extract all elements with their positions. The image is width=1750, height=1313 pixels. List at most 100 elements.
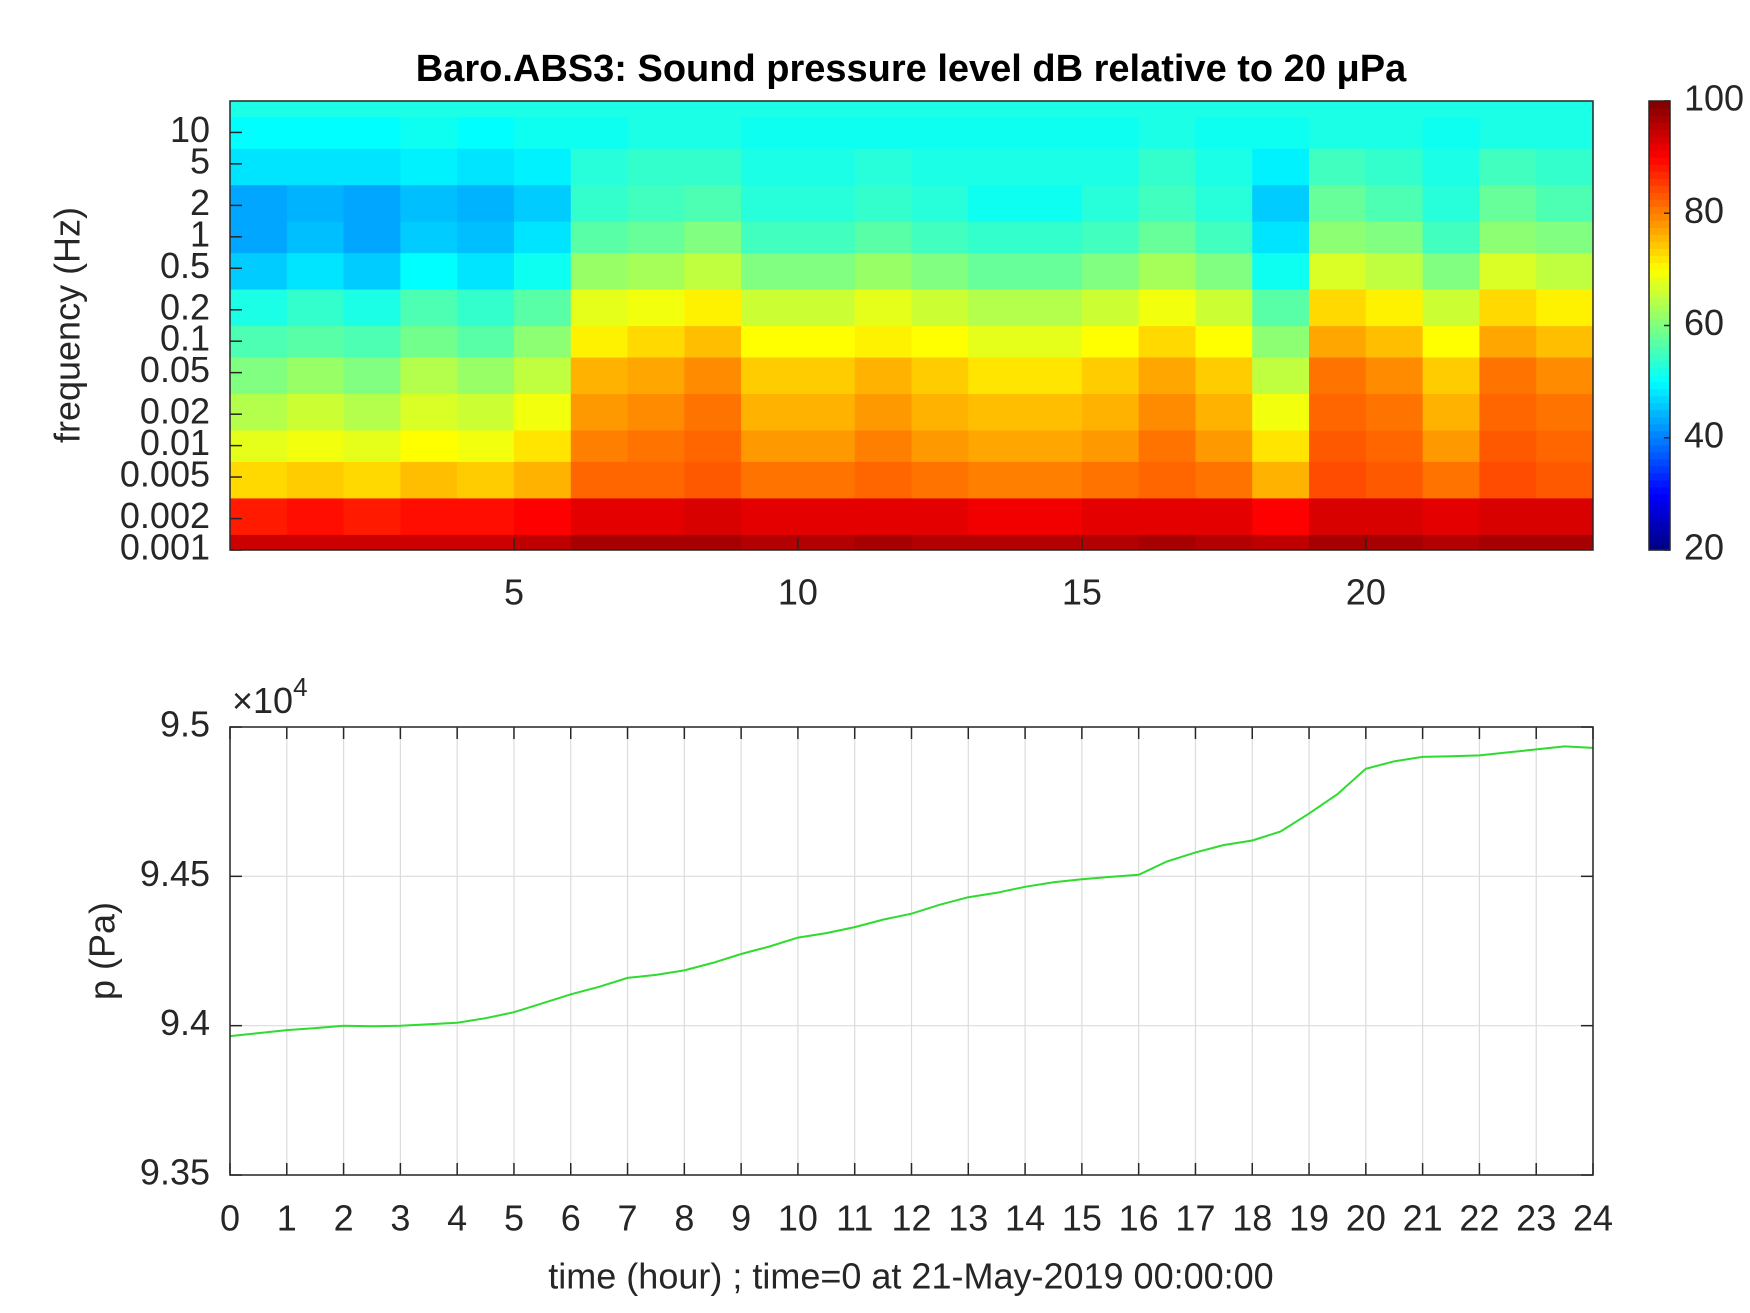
y-tick-label: 0.2	[160, 286, 210, 327]
heat-cell	[343, 325, 401, 358]
heat-cell	[1422, 116, 1481, 149]
heat-cell	[343, 356, 401, 395]
heat-cell	[1195, 429, 1253, 462]
heat-cell	[1025, 289, 1083, 327]
heat-cell	[741, 325, 799, 358]
heat-cell	[1252, 221, 1310, 254]
heat-cell	[1536, 148, 1593, 186]
heat-cell	[911, 252, 969, 290]
x-tick-label: 23	[1516, 1198, 1556, 1239]
x-tick-label: 15	[1062, 572, 1102, 613]
heat-cell	[230, 148, 288, 186]
heat-cell	[1422, 534, 1481, 550]
heat-cell	[1536, 534, 1593, 550]
heat-cell	[968, 221, 1026, 254]
heat-cell	[400, 252, 458, 290]
colorbar-tick-label: 20	[1684, 527, 1724, 568]
heat-cell	[1081, 325, 1140, 358]
heat-cell	[343, 534, 401, 550]
heat-cell	[797, 148, 856, 186]
heat-cell	[513, 252, 572, 290]
heat-cell	[684, 252, 742, 290]
heat-cell	[400, 497, 458, 535]
heat-cell	[797, 116, 856, 149]
heat-cell	[457, 221, 515, 254]
heat-cell	[741, 356, 799, 395]
heat-cell	[1195, 356, 1253, 395]
heat-cell	[343, 429, 401, 462]
heat-cell	[1422, 356, 1481, 395]
heat-cell	[1195, 497, 1253, 535]
heat-cell	[400, 393, 458, 431]
heat-cell	[457, 184, 515, 222]
heat-cell	[627, 101, 685, 118]
y-tick-label: 2	[190, 182, 210, 223]
heat-cell	[1479, 393, 1537, 431]
heat-cell	[1365, 325, 1424, 358]
heat-cell	[570, 221, 629, 254]
heat-cell	[968, 289, 1026, 327]
heat-cell	[286, 116, 345, 149]
heat-cell	[1195, 101, 1253, 118]
heat-cell	[1422, 461, 1481, 499]
heat-cell	[1422, 289, 1481, 327]
heat-cell	[1081, 116, 1140, 149]
heat-cell	[1536, 252, 1593, 290]
heat-cell	[797, 356, 856, 395]
heat-cell	[457, 101, 515, 118]
heat-cell	[1422, 184, 1481, 222]
heatmap	[230, 101, 1593, 550]
heat-cell	[513, 148, 572, 186]
heat-cell	[1479, 221, 1537, 254]
heat-cell	[968, 101, 1026, 118]
heat-cell	[854, 252, 913, 290]
heat-cell	[741, 148, 799, 186]
heat-cell	[911, 184, 969, 222]
heat-cell	[1252, 252, 1310, 290]
heat-cell	[1138, 221, 1197, 254]
heat-cell	[230, 184, 288, 222]
heat-cell	[1138, 429, 1197, 462]
heat-cell	[400, 356, 458, 395]
colorbar-segment	[1649, 423, 1670, 432]
colorbar-segment	[1649, 206, 1670, 214]
y-tick-label: 9.5	[160, 704, 210, 745]
colorbar-segment	[1649, 241, 1670, 249]
colorbar-segment	[1649, 367, 1670, 376]
y-tick-label: 0.01	[140, 422, 210, 463]
heat-cell	[854, 148, 913, 186]
y-tick-label: 0.002	[120, 495, 210, 536]
heat-cell	[627, 534, 685, 550]
colorbar-segment	[1649, 178, 1670, 186]
x-tick-label: 13	[948, 1198, 988, 1239]
heat-cell	[627, 461, 685, 499]
x-tick-label: 5	[504, 572, 524, 613]
colorbar-segment	[1649, 101, 1670, 109]
colorbar-segment	[1649, 122, 1670, 130]
heat-cell	[513, 289, 572, 327]
heat-cell	[230, 289, 288, 327]
colorbar-segment	[1649, 416, 1670, 425]
heat-cell	[1252, 148, 1310, 186]
heat-cell	[911, 101, 969, 118]
heat-cell	[457, 461, 515, 499]
colorbar-segment	[1649, 227, 1670, 235]
colorbar-segment	[1649, 290, 1670, 299]
heat-cell	[513, 184, 572, 222]
heat-cell	[1138, 356, 1197, 395]
heat-cell	[286, 461, 345, 499]
colorbar-segment	[1649, 430, 1670, 439]
heat-cell	[854, 325, 913, 358]
heat-cell	[854, 221, 913, 254]
heat-cell	[1138, 116, 1197, 149]
x-tick-label: 16	[1119, 1198, 1159, 1239]
heat-cell	[1309, 534, 1367, 550]
colorbar-segment	[1649, 353, 1670, 362]
heat-cell	[1536, 325, 1593, 358]
colorbar-tick-label: 40	[1684, 414, 1724, 455]
colorbar-segment	[1649, 318, 1670, 327]
y-axis-label: frequency (Hz)	[47, 207, 88, 443]
heat-cell	[1309, 184, 1367, 222]
heat-cell	[797, 393, 856, 431]
